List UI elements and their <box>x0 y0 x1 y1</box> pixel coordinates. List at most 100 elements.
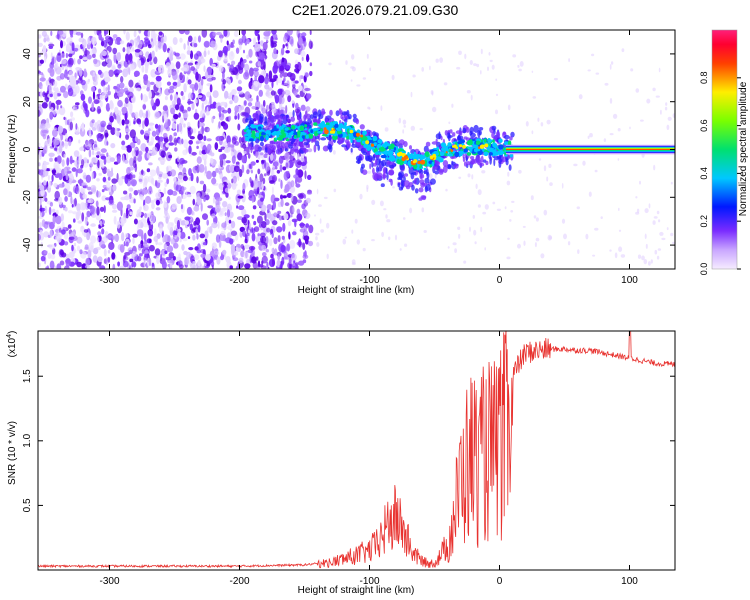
noise-speck <box>58 173 63 181</box>
noise-speck <box>154 248 161 256</box>
noise-speck <box>139 109 144 118</box>
noise-speck <box>587 69 591 72</box>
noise-speck <box>270 103 276 110</box>
noise-speck <box>77 58 81 65</box>
noise-speck <box>635 88 640 93</box>
noise-speck <box>264 213 267 221</box>
noise-speck <box>665 102 668 106</box>
band-stripe <box>506 150 675 153</box>
noise-speck <box>137 189 141 194</box>
noise-speck <box>666 124 670 130</box>
noise-speck <box>63 154 66 158</box>
noise-speck <box>244 91 251 100</box>
noise-speck <box>121 232 125 242</box>
noise-speck <box>56 155 62 165</box>
noise-speck <box>121 140 126 146</box>
noise-speck <box>76 236 83 244</box>
band-stripe <box>506 147 675 150</box>
noise-speck <box>169 169 177 177</box>
noise-speck <box>87 186 92 191</box>
noise-speck <box>585 233 589 240</box>
ridge-halo <box>265 143 271 148</box>
noise-speck <box>273 48 277 55</box>
ridge-halo <box>317 144 321 151</box>
noise-speck <box>197 120 200 129</box>
noise-speck <box>578 94 583 100</box>
noise-speck <box>589 133 593 138</box>
ridge-halo <box>362 169 368 175</box>
ridge-core <box>304 124 307 128</box>
noise-speck <box>143 259 146 268</box>
noise-speck <box>214 204 221 213</box>
noise-speck <box>203 50 207 58</box>
noise-speck <box>261 265 267 269</box>
noise-speck <box>126 167 131 175</box>
noise-speck <box>257 152 261 160</box>
noise-speck <box>273 248 278 256</box>
ridge-hotspot <box>324 129 329 135</box>
noise-speck <box>92 71 96 78</box>
noise-speck <box>116 220 121 229</box>
noise-speck <box>160 160 165 165</box>
noise-speck <box>257 186 260 195</box>
noise-speck <box>184 220 189 225</box>
noise-speck <box>518 169 522 174</box>
noise-speck <box>211 63 216 68</box>
noise-speck <box>294 108 300 114</box>
ridge-core <box>377 139 383 145</box>
ridge-halo <box>470 156 475 160</box>
noise-speck <box>546 119 551 125</box>
noise-speck <box>180 220 187 226</box>
noise-speck <box>650 259 653 264</box>
noise-speck <box>299 228 306 233</box>
noise-speck <box>132 46 135 53</box>
noise-speck <box>193 53 199 60</box>
ridge-halo <box>397 183 401 188</box>
noise-speck <box>128 192 132 200</box>
noise-speck <box>120 76 124 83</box>
ridge-halo <box>397 177 401 181</box>
ridge-halo <box>463 161 467 167</box>
ridge-halo <box>372 167 375 175</box>
ridge-core <box>281 124 286 128</box>
noise-speck <box>71 204 74 208</box>
noise-speck <box>618 246 623 252</box>
noise-speck <box>308 40 314 50</box>
noise-speck <box>225 215 229 223</box>
noise-speck <box>71 167 77 172</box>
noise-speck <box>56 109 61 115</box>
noise-speck <box>243 151 247 154</box>
noise-speck <box>656 210 660 215</box>
noise-speck <box>192 86 195 93</box>
noise-speck <box>199 117 205 123</box>
ridge-halo <box>350 147 353 153</box>
noise-speck <box>251 181 254 188</box>
noise-speck <box>301 56 304 62</box>
noise-speck <box>76 210 82 217</box>
noise-speck <box>265 249 269 253</box>
x-tick-label: -100 <box>359 576 379 587</box>
noise-speck <box>380 105 383 111</box>
noise-speck <box>661 237 666 241</box>
noise-speck <box>345 60 348 65</box>
noise-speck <box>248 222 252 230</box>
ridge-core <box>332 134 338 141</box>
noise-speck <box>189 84 196 89</box>
noise-speck <box>531 70 534 74</box>
noise-speck <box>43 180 47 186</box>
noise-speck <box>204 230 209 239</box>
noise-speck <box>350 79 353 82</box>
noise-speck <box>193 36 197 42</box>
noise-speck <box>97 231 102 236</box>
noise-speck <box>538 158 542 161</box>
noise-speck <box>232 175 237 184</box>
noise-speck <box>256 215 263 224</box>
noise-speck <box>155 98 161 107</box>
noise-speck <box>103 248 107 257</box>
noise-speck <box>243 251 250 259</box>
noise-speck <box>238 168 243 178</box>
noise-speck <box>271 174 278 183</box>
noise-speck <box>523 240 526 246</box>
ridge-halo <box>379 164 382 171</box>
